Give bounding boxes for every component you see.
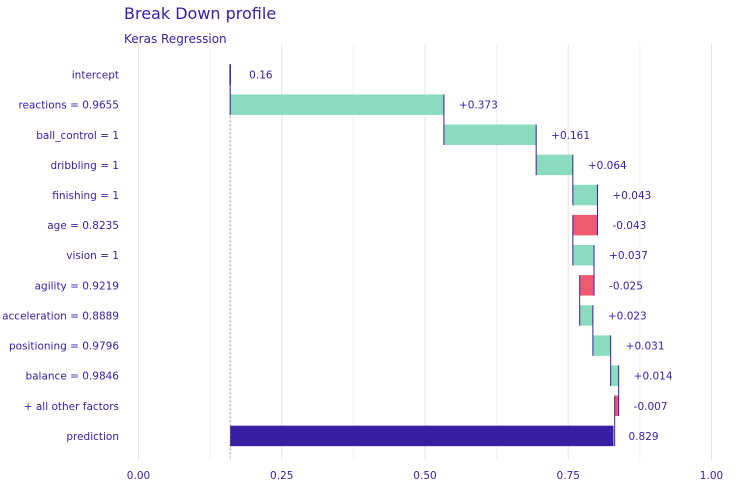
y-tick-label: + all other factors <box>24 401 119 413</box>
contribution-bar <box>572 214 598 236</box>
bars <box>229 64 619 447</box>
chart-title: Break Down profile <box>124 4 276 23</box>
contribution-bar <box>536 154 573 176</box>
y-tick-label: acceleration = 0.8889 <box>2 310 119 322</box>
y-tick-label: positioning = 0.9796 <box>9 341 119 353</box>
y-tick-label: dribbling = 1 <box>50 160 119 172</box>
y-tick-label: agility = 0.9219 <box>35 280 119 292</box>
data-label: +0.014 <box>634 371 673 383</box>
y-tick-label: age = 0.8235 <box>47 220 119 232</box>
y-tick-label: ball_control = 1 <box>36 130 119 142</box>
contribution-bar <box>579 305 593 326</box>
x-axis: 0.00 0.25 0.50 0.75 1.00 <box>127 470 723 482</box>
y-tick-label: prediction <box>66 431 119 443</box>
y-tick-label: finishing = 1 <box>52 190 119 202</box>
contribution-bar <box>579 275 595 296</box>
contribution-bar <box>614 395 619 417</box>
y-tick-label: intercept <box>72 70 119 82</box>
chart-subtitle: Keras Regression <box>124 32 227 46</box>
contribution-bar <box>572 244 595 266</box>
data-label: +0.037 <box>609 250 648 262</box>
contribution-bar <box>592 335 611 356</box>
connectors <box>229 64 620 447</box>
data-label: -0.043 <box>612 220 646 232</box>
data-label: +0.023 <box>608 310 647 322</box>
x-tick-label: 0.50 <box>413 470 436 482</box>
y-axis-labels: intercept reactions = 0.9655 ball_control … <box>2 70 119 443</box>
data-label: +0.161 <box>551 130 590 142</box>
data-label: +0.031 <box>626 341 665 353</box>
data-label: -0.007 <box>634 401 668 413</box>
x-tick-label: 0.75 <box>557 470 580 482</box>
y-tick-label: reactions = 0.9655 <box>18 100 119 112</box>
data-label: 0.829 <box>629 431 659 443</box>
x-tick-label: 0.00 <box>127 470 150 482</box>
data-label: +0.373 <box>459 100 498 112</box>
x-tick-label: 1.00 <box>700 470 723 482</box>
x-tick-label: 0.25 <box>270 470 293 482</box>
prediction-bar <box>230 425 614 447</box>
data-label: +0.064 <box>588 160 627 172</box>
data-label: 0.16 <box>249 70 273 82</box>
contribution-bar <box>443 124 537 146</box>
data-label: -0.025 <box>609 280 643 292</box>
contribution-bar <box>572 184 598 206</box>
contribution-bar <box>230 94 444 115</box>
contribution-bar <box>610 365 619 386</box>
data-label: +0.043 <box>612 190 651 202</box>
y-tick-label: vision = 1 <box>66 250 119 262</box>
y-tick-label: balance = 0.9846 <box>25 371 119 383</box>
data-labels: 0.16 +0.373 +0.161 +0.064 +0.043 -0.043 +0.037… <box>249 70 673 443</box>
